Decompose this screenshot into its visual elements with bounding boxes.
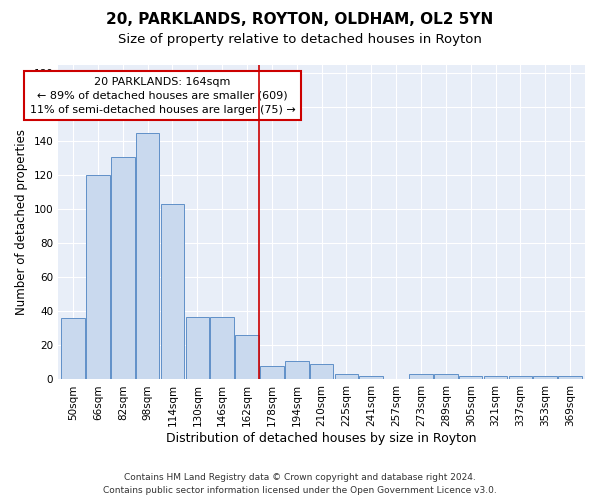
Bar xyxy=(285,361,308,380)
Text: Size of property relative to detached houses in Royton: Size of property relative to detached ho… xyxy=(118,32,482,46)
Bar xyxy=(136,133,160,380)
Text: 20 PARKLANDS: 164sqm
← 89% of detached houses are smaller (609)
11% of semi-deta: 20 PARKLANDS: 164sqm ← 89% of detached h… xyxy=(29,77,295,115)
Text: 20, PARKLANDS, ROYTON, OLDHAM, OL2 5YN: 20, PARKLANDS, ROYTON, OLDHAM, OL2 5YN xyxy=(106,12,494,28)
Bar xyxy=(335,374,358,380)
X-axis label: Distribution of detached houses by size in Royton: Distribution of detached houses by size … xyxy=(166,432,477,445)
Bar xyxy=(111,157,134,380)
Bar xyxy=(409,374,433,380)
Bar xyxy=(558,376,582,380)
Bar xyxy=(359,376,383,380)
Bar xyxy=(310,364,334,380)
Bar xyxy=(260,366,284,380)
Bar xyxy=(533,376,557,380)
Bar xyxy=(211,316,234,380)
Bar xyxy=(185,316,209,380)
Bar xyxy=(434,374,458,380)
Bar xyxy=(86,176,110,380)
Bar xyxy=(459,376,482,380)
Bar xyxy=(484,376,508,380)
Bar xyxy=(161,204,184,380)
Bar xyxy=(61,318,85,380)
Text: Contains HM Land Registry data © Crown copyright and database right 2024.
Contai: Contains HM Land Registry data © Crown c… xyxy=(103,473,497,495)
Bar xyxy=(235,336,259,380)
Y-axis label: Number of detached properties: Number of detached properties xyxy=(15,129,28,315)
Bar xyxy=(509,376,532,380)
